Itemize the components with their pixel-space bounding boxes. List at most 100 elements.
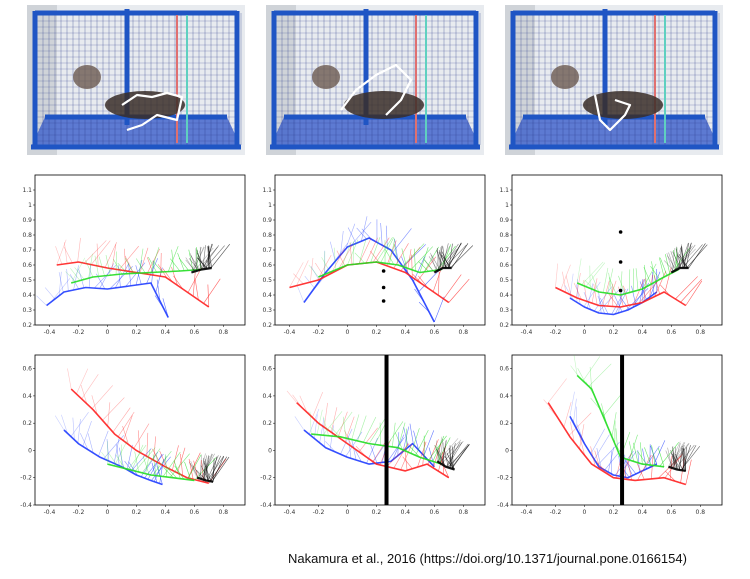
x-tick-label: 0.8	[459, 509, 469, 516]
stick-frame	[200, 465, 210, 482]
stick-frame	[165, 454, 167, 477]
stick-frame	[670, 251, 678, 270]
citation: Nakamura et al., 2016 (https://doi.org/1…	[288, 551, 687, 566]
stick-frame	[432, 435, 445, 462]
stick-frame	[569, 391, 575, 417]
stick-frame	[672, 251, 681, 269]
series-black	[188, 453, 230, 483]
y-tick-label: 0.2	[22, 322, 32, 329]
stick-frame	[418, 268, 441, 292]
stick-frame	[70, 412, 89, 437]
x-tick-label: 0.8	[219, 329, 229, 336]
stick-frame	[589, 366, 592, 390]
stick-frame	[188, 249, 194, 271]
stick-frame	[643, 266, 652, 285]
stick-frame	[658, 257, 665, 278]
stick-frame	[286, 390, 297, 403]
stick-frame	[451, 444, 470, 469]
stick-frame	[633, 278, 645, 305]
plot-frame	[274, 354, 486, 506]
x-tick-label: 0	[345, 329, 349, 336]
stick-frame	[370, 237, 381, 263]
x-tick-label: 0.4	[161, 509, 171, 516]
stick-frame	[625, 288, 649, 311]
stick-frame	[90, 240, 111, 265]
stick-frame	[397, 422, 406, 448]
stick-frame	[651, 445, 656, 466]
y-tick-label: 0.2	[499, 322, 509, 329]
stick-frame	[316, 409, 323, 435]
stick-frame	[194, 457, 217, 481]
stick-figure-icon	[340, 63, 413, 116]
x-tick-label: 0	[582, 329, 586, 336]
stick-frame	[591, 274, 600, 293]
stick-frame	[162, 268, 173, 282]
x-tick-label: 0.2	[609, 509, 619, 516]
stick-frame	[682, 244, 703, 269]
trajectory-line	[63, 429, 163, 486]
stick-frame	[188, 461, 198, 478]
stick-frame	[189, 253, 198, 271]
stick-frame	[180, 453, 184, 476]
stick-frame	[423, 258, 434, 271]
stick-frame	[169, 453, 190, 478]
stick-frame	[573, 355, 578, 376]
plot-frame	[511, 354, 723, 506]
obstacle-post	[620, 355, 625, 505]
x-tick-label: -0.4	[44, 329, 56, 336]
stick-frame	[423, 246, 439, 273]
stick-frame	[615, 428, 619, 451]
stick-frame	[188, 258, 199, 271]
stick-frame	[577, 368, 587, 384]
stick-frame	[389, 238, 396, 264]
stick-frame	[436, 437, 451, 463]
stick-frame	[568, 412, 592, 436]
stick-frame	[70, 268, 81, 281]
stick-frame	[74, 267, 85, 280]
stick-frame	[431, 254, 441, 270]
stick-frame	[628, 441, 634, 462]
stick-frame	[170, 258, 181, 272]
stick-frame	[128, 461, 138, 476]
stick-frame	[608, 277, 617, 295]
stick-frame	[134, 451, 139, 473]
stick-frame	[358, 427, 378, 453]
x-tick-label: 0.6	[667, 329, 677, 336]
y-tick-label: 0.5	[22, 277, 32, 284]
stick-frame	[319, 418, 325, 443]
y-tick-label: 0.4	[499, 292, 509, 299]
stick-frame	[423, 430, 435, 456]
stick-frame	[80, 433, 89, 450]
stick-frame	[156, 279, 161, 301]
stick-frame	[124, 255, 134, 273]
stick-frame	[682, 448, 685, 471]
plot-frame	[511, 174, 723, 326]
stick-frame	[570, 421, 575, 443]
stick-frame	[560, 264, 571, 291]
stick-frame	[437, 247, 439, 271]
y-tick-label: 0.8	[22, 232, 32, 239]
monkey-head	[551, 65, 579, 89]
stick-frame	[64, 242, 68, 264]
stick-frame	[409, 423, 414, 445]
stick-frame	[441, 251, 450, 269]
stick-frame	[387, 437, 405, 462]
y-tick-label: 1	[28, 202, 32, 209]
stick-frame	[639, 281, 647, 300]
stick-frame	[638, 279, 660, 304]
x-tick-label: 0.2	[372, 329, 382, 336]
stick-frame	[185, 259, 196, 272]
stick-frame	[563, 402, 572, 428]
stick-frame	[442, 440, 447, 465]
monkey-head	[73, 65, 101, 89]
trajectory-line	[433, 266, 452, 274]
stick-frame	[629, 434, 638, 461]
stick-frame	[428, 256, 439, 271]
x-tick-label: 0.8	[696, 509, 706, 516]
stick-frame	[211, 456, 218, 482]
stick-frame	[669, 443, 689, 468]
stick-frame	[582, 356, 601, 382]
stick-frame	[196, 469, 207, 481]
stick-frame	[428, 447, 435, 467]
stick-frame	[212, 458, 215, 482]
